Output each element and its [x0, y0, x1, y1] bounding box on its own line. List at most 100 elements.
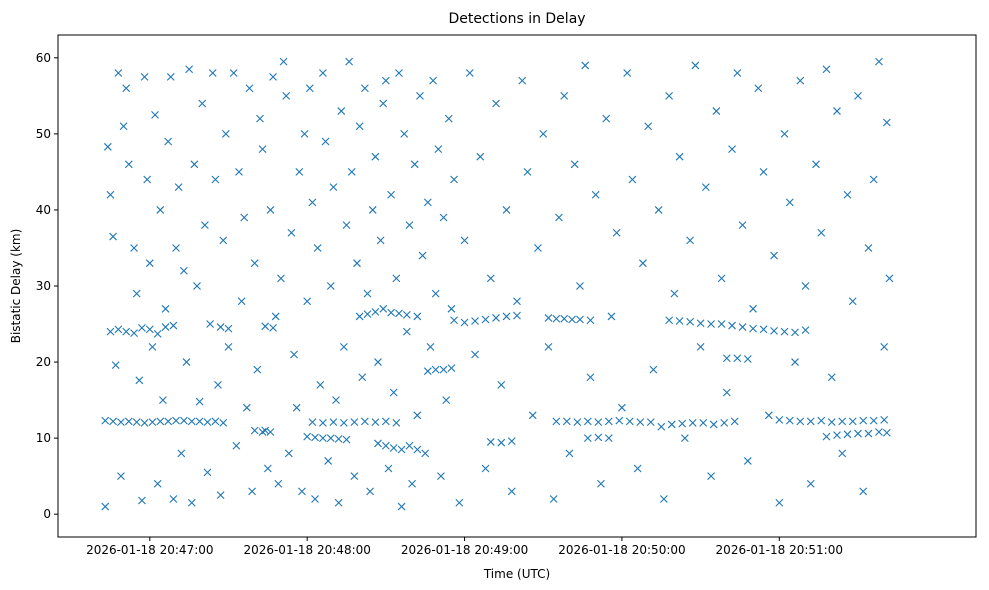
data-point: [447, 304, 456, 313]
data-point: [497, 380, 506, 389]
data-point: [796, 76, 805, 85]
y-tick-label: 50: [36, 127, 51, 141]
x-tick-label: 2026-01-18 20:50:00: [558, 543, 685, 557]
data-point: [431, 289, 440, 298]
data-point: [667, 420, 676, 429]
data-point: [421, 449, 430, 458]
data-point: [347, 168, 356, 176]
x-tick-label: 2026-01-18 20:48:00: [243, 543, 370, 557]
data-point: [389, 444, 398, 452]
data-point: [570, 160, 579, 169]
data-point: [875, 57, 883, 66]
data-point: [271, 312, 280, 321]
data-point: [591, 190, 600, 199]
data-point: [822, 432, 831, 441]
data-point: [492, 314, 500, 322]
data-point: [864, 429, 873, 438]
data-point: [337, 107, 346, 115]
data-point: [657, 422, 666, 431]
data-point: [754, 84, 763, 93]
data-point: [269, 72, 277, 81]
data-point: [311, 495, 319, 503]
data-point: [253, 365, 262, 374]
data-point: [166, 72, 175, 81]
data-point: [132, 289, 141, 298]
data-point: [250, 259, 259, 268]
chart-title: Detections in Delay: [448, 11, 585, 27]
data-point: [248, 487, 256, 496]
data-point: [560, 91, 569, 100]
data-point: [164, 417, 173, 426]
data-point: [138, 496, 146, 505]
data-point: [817, 416, 826, 425]
data-point: [513, 297, 521, 306]
data-point: [324, 457, 333, 465]
data-point: [712, 107, 721, 115]
data-point: [812, 160, 820, 169]
data-point: [733, 69, 742, 77]
data-point: [274, 479, 283, 488]
data-points: [101, 57, 894, 511]
data-point: [295, 168, 304, 176]
data-point: [675, 317, 684, 325]
data-point: [709, 420, 718, 429]
data-point: [180, 416, 188, 425]
data-point: [156, 417, 165, 426]
data-point: [164, 137, 173, 146]
data-point: [332, 396, 340, 404]
data-point: [649, 365, 658, 374]
data-point: [733, 354, 742, 363]
data-point: [381, 76, 390, 85]
data-point: [122, 84, 131, 93]
y-tick-label: 60: [36, 51, 51, 65]
data-point: [686, 236, 694, 245]
data-point: [854, 91, 862, 100]
data-point: [623, 69, 632, 77]
data-point: [363, 310, 372, 319]
data-point: [444, 114, 453, 123]
data-point: [822, 65, 831, 74]
data-point: [235, 168, 243, 176]
data-point: [602, 114, 611, 123]
data-point: [465, 69, 474, 77]
y-tick-label: 10: [36, 431, 51, 445]
data-point: [350, 418, 359, 427]
data-point: [174, 183, 183, 192]
data-point: [224, 342, 233, 351]
data-point: [442, 396, 451, 404]
data-point: [282, 91, 291, 100]
y-axis-label: Bistatic Delay (km): [9, 229, 23, 344]
data-point: [355, 312, 364, 321]
data-point: [405, 221, 414, 230]
data-point: [770, 326, 778, 335]
data-point: [410, 160, 419, 169]
data-point: [329, 418, 338, 427]
data-point: [308, 418, 317, 427]
data-point: [416, 91, 424, 100]
data-point: [882, 428, 891, 437]
data-point: [371, 307, 380, 316]
data-point: [172, 416, 180, 425]
data-point: [221, 129, 230, 138]
data-point: [654, 206, 663, 214]
data-point: [827, 373, 836, 382]
data-point: [848, 297, 857, 306]
data-point: [604, 417, 613, 426]
data-point: [258, 428, 267, 436]
data-point: [696, 342, 705, 351]
data-point: [717, 320, 726, 328]
data-point: [636, 418, 645, 427]
data-point: [869, 416, 878, 425]
data-point: [300, 129, 309, 138]
data-point: [140, 72, 149, 81]
data-point: [583, 434, 592, 443]
data-point: [408, 479, 416, 488]
data-point: [680, 434, 689, 443]
data-point: [586, 373, 595, 382]
data-point: [195, 417, 204, 426]
data-point: [780, 327, 789, 336]
x-axis-label: Time (UTC): [483, 567, 550, 581]
data-point: [109, 417, 117, 426]
data-point: [124, 417, 133, 426]
data-point: [214, 380, 222, 389]
